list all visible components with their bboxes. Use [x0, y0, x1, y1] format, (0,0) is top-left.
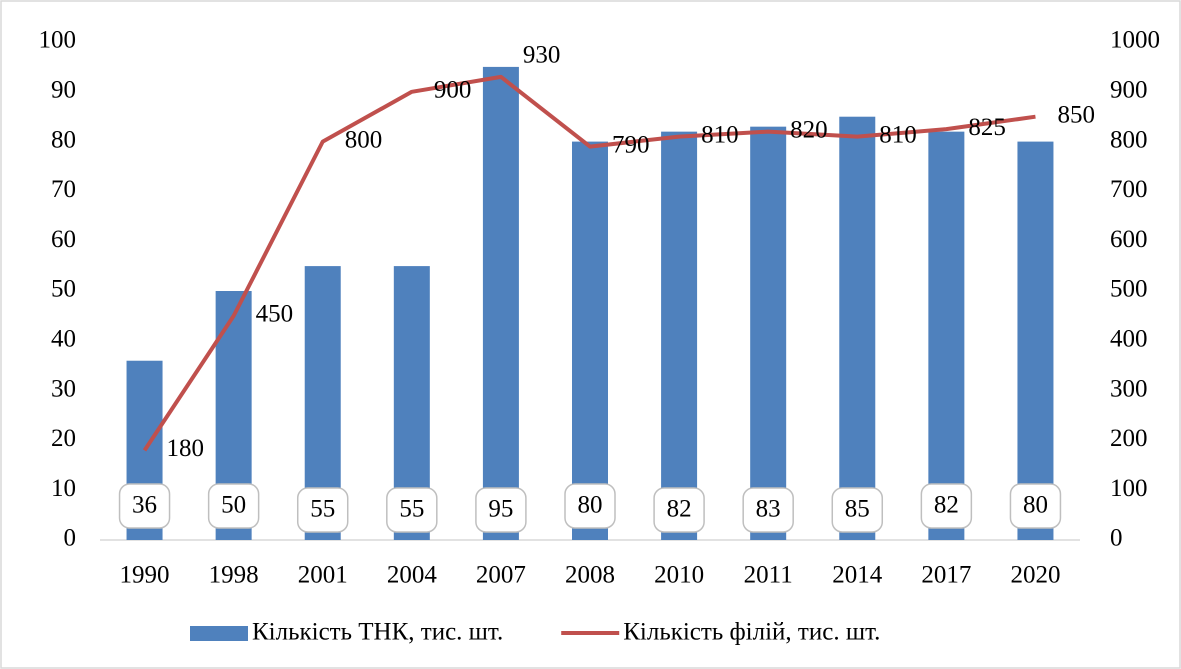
y-tick-label: 0: [64, 525, 77, 552]
data-label-box: [207, 483, 260, 529]
y2-tick-label: 0: [1110, 525, 1123, 552]
legend-swatch: [190, 626, 248, 641]
data-label-box: [386, 487, 438, 533]
y-tick-label: 90: [51, 77, 76, 104]
y-tick-label: 50: [51, 276, 76, 303]
x-tick-label: 2014: [832, 562, 883, 589]
data-label: 82: [934, 492, 959, 519]
data-label-box: [1009, 483, 1062, 529]
data-label: 900: [434, 77, 472, 104]
x-tick-label: 2007: [476, 562, 526, 589]
data-label: 825: [968, 114, 1006, 141]
y2-tick-label: 400: [1110, 326, 1148, 353]
data-label-box: [296, 487, 349, 533]
y2-tick-label: 600: [1110, 226, 1148, 253]
data-label: 80: [1023, 492, 1048, 519]
legend-label: Кількість ТНК, тис. шт.: [252, 619, 503, 646]
data-label: 450: [256, 301, 293, 328]
x-tick-label: 2001: [298, 562, 348, 589]
data-label: 790: [612, 131, 650, 158]
data-label: 820: [790, 116, 828, 143]
y2-tick-label: 800: [1110, 126, 1148, 153]
data-label: 55: [310, 496, 335, 523]
x-tick-label: 2008: [565, 562, 615, 589]
data-label-box: [118, 483, 171, 529]
data-label: 180: [167, 435, 205, 462]
y2-tick-label: 500: [1110, 276, 1148, 303]
x-tick-label: 2011: [744, 562, 793, 589]
y-tick-label: 10: [51, 475, 76, 502]
y-tick-label: 40: [51, 326, 76, 353]
y2-tick-label: 900: [1110, 77, 1148, 104]
y-tick-label: 80: [51, 126, 76, 153]
data-label: 83: [756, 496, 781, 523]
data-label: 85: [845, 496, 870, 523]
data-label-box: [831, 487, 884, 533]
legend-label: Кількість філій, тис. шт.: [623, 619, 880, 646]
y2-tick-label: 200: [1110, 425, 1148, 452]
data-label-box: [564, 483, 616, 529]
bar: [661, 131, 698, 540]
y-tick-label: 100: [39, 27, 77, 54]
bar: [928, 131, 965, 540]
data-label-box: [920, 483, 973, 529]
y-tick-label: 60: [51, 226, 76, 253]
y2-tick-label: 100: [1110, 475, 1148, 502]
x-tick-label: 2017: [921, 562, 971, 589]
y-tick-label: 70: [51, 176, 76, 203]
data-label: 810: [701, 121, 739, 148]
data-label: 800: [345, 126, 383, 153]
y-tick-label: 20: [51, 425, 76, 452]
data-label: 36: [132, 492, 157, 519]
data-label-box: [475, 487, 527, 533]
x-tick-label: 2010: [654, 562, 704, 589]
data-label: 810: [879, 121, 917, 148]
data-label: 930: [523, 42, 561, 69]
x-tick-label: 2004: [387, 562, 438, 589]
data-label: 82: [667, 496, 692, 523]
data-label: 850: [1057, 101, 1095, 128]
x-tick-label: 1990: [120, 562, 170, 589]
bar: [1017, 141, 1054, 540]
bar: [572, 141, 608, 540]
y2-tick-label: 1000: [1110, 27, 1160, 54]
y-tick-label: 30: [51, 375, 76, 402]
data-label: 55: [399, 496, 424, 523]
bar: [839, 116, 876, 540]
y2-tick-label: 300: [1110, 375, 1148, 402]
data-label: 50: [221, 492, 246, 519]
bar: [750, 126, 787, 540]
data-label-box: [742, 487, 794, 533]
y2-tick-label: 700: [1110, 176, 1148, 203]
data-label: 80: [578, 492, 603, 519]
data-label: 95: [488, 496, 513, 523]
line: [142, 74, 1036, 452]
x-tick-label: 2020: [1010, 562, 1060, 589]
x-tick-label: 1998: [209, 562, 259, 589]
bar: [482, 66, 519, 541]
data-label-box: [653, 487, 705, 533]
